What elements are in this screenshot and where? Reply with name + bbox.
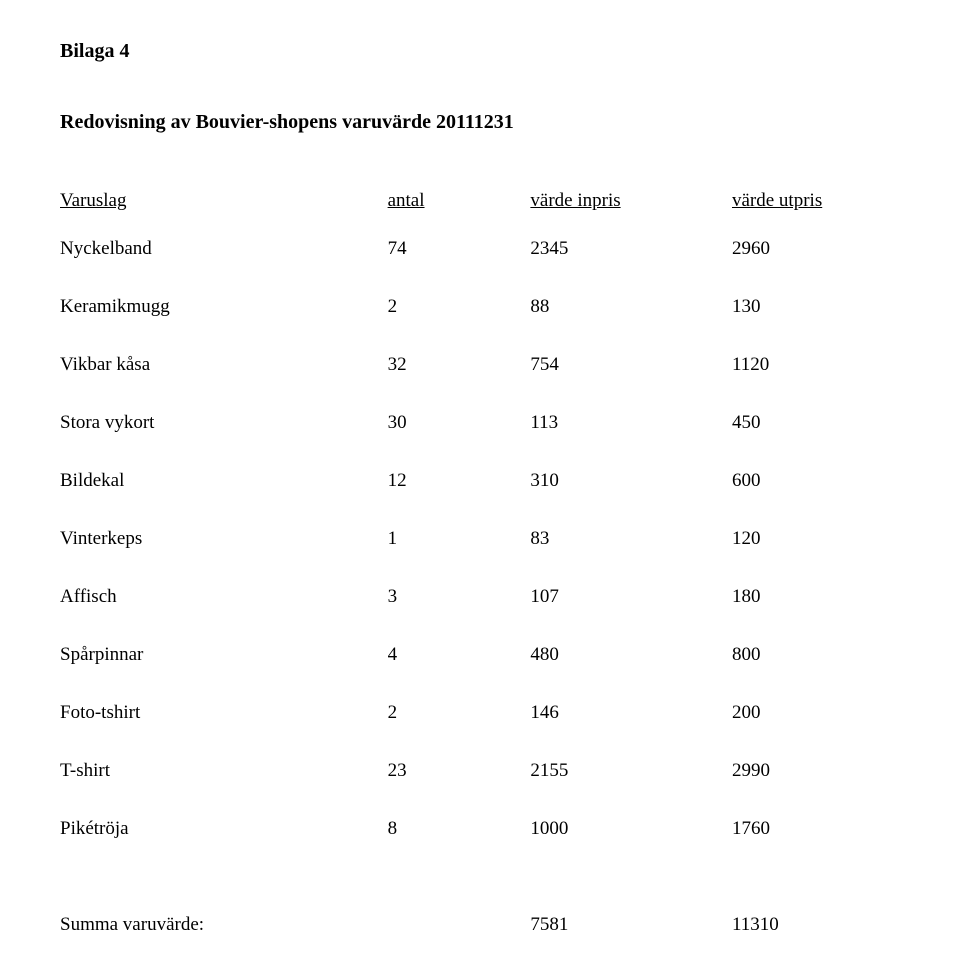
header-inpris-text: värde inpris (530, 190, 620, 211)
cell-qty: 8 (388, 800, 531, 858)
cell-qty: 4 (388, 626, 531, 684)
cell-utpris: 450 (732, 394, 900, 452)
cell-qty: 30 (388, 394, 531, 452)
cell-name: Spårpinnar (60, 626, 388, 684)
cell-utpris: 180 (732, 568, 900, 626)
cell-utpris: 2990 (732, 742, 900, 800)
cell-inpris: 107 (530, 568, 732, 626)
table-row: Stora vykort 30 113 450 (60, 394, 900, 452)
cell-utpris: 600 (732, 452, 900, 510)
cell-qty: 2 (388, 278, 531, 336)
cell-utpris: 800 (732, 626, 900, 684)
header-qty: antal (388, 190, 531, 220)
cell-utpris: 2960 (732, 220, 900, 278)
table-row: Keramikmugg 2 88 130 (60, 278, 900, 336)
cell-name: Nyckelband (60, 220, 388, 278)
header-name: Varuslag (60, 190, 388, 220)
table-row: Pikétröja 8 1000 1760 (60, 800, 900, 858)
header-utpris-text: värde utpris (732, 190, 822, 211)
table-row: Bildekal 12 310 600 (60, 452, 900, 510)
cell-inpris: 113 (530, 394, 732, 452)
cell-name: Stora vykort (60, 394, 388, 452)
header-inpris: värde inpris (530, 190, 732, 220)
cell-name: Bildekal (60, 452, 388, 510)
cell-name: Affisch (60, 568, 388, 626)
cell-name: Pikétröja (60, 800, 388, 858)
cell-inpris: 146 (530, 684, 732, 742)
cell-inpris: 1000 (530, 800, 732, 858)
table-body: Nyckelband 74 2345 2960 Keramikmugg 2 88… (60, 220, 900, 954)
table-row: Vinterkeps 1 83 120 (60, 510, 900, 568)
cell-name: Vikbar kåsa (60, 336, 388, 394)
cell-inpris: 480 (530, 626, 732, 684)
cell-name: T-shirt (60, 742, 388, 800)
cell-qty: 74 (388, 220, 531, 278)
table-row: Vikbar kåsa 32 754 1120 (60, 336, 900, 394)
header-qty-text: antal (388, 190, 425, 211)
cell-name: Foto-tshirt (60, 684, 388, 742)
table-row: T-shirt 23 2155 2990 (60, 742, 900, 800)
summary-inpris: 7581 (530, 858, 732, 954)
cell-inpris: 2345 (530, 220, 732, 278)
table-row: Spårpinnar 4 480 800 (60, 626, 900, 684)
cell-inpris: 88 (530, 278, 732, 336)
cell-utpris: 120 (732, 510, 900, 568)
cell-qty: 32 (388, 336, 531, 394)
cell-utpris: 130 (732, 278, 900, 336)
table-row: Foto-tshirt 2 146 200 (60, 684, 900, 742)
cell-name: Keramikmugg (60, 278, 388, 336)
table-row: Nyckelband 74 2345 2960 (60, 220, 900, 278)
summary-utpris: 11310 (732, 858, 900, 954)
document-title: Redovisning av Bouvier-shopens varuvärde… (60, 111, 900, 134)
cell-utpris: 1760 (732, 800, 900, 858)
cell-qty: 2 (388, 684, 531, 742)
table-header-row: Varuslag antal värde inpris värde utpris (60, 190, 900, 220)
cell-qty: 12 (388, 452, 531, 510)
table-row: Affisch 3 107 180 (60, 568, 900, 626)
summary-row: Summa varuvärde: 7581 11310 (60, 858, 900, 954)
inventory-table: Varuslag antal värde inpris värde utpris… (60, 190, 900, 954)
cell-inpris: 310 (530, 452, 732, 510)
summary-empty (388, 858, 531, 954)
cell-inpris: 2155 (530, 742, 732, 800)
cell-qty: 23 (388, 742, 531, 800)
summary-label: Summa varuvärde: (60, 858, 388, 954)
cell-inpris: 83 (530, 510, 732, 568)
cell-inpris: 754 (530, 336, 732, 394)
cell-name: Vinterkeps (60, 510, 388, 568)
header-name-text: Varuslag (60, 190, 126, 211)
cell-qty: 1 (388, 510, 531, 568)
cell-utpris: 200 (732, 684, 900, 742)
cell-utpris: 1120 (732, 336, 900, 394)
page-label: Bilaga 4 (60, 40, 900, 63)
header-utpris: värde utpris (732, 190, 900, 220)
cell-qty: 3 (388, 568, 531, 626)
